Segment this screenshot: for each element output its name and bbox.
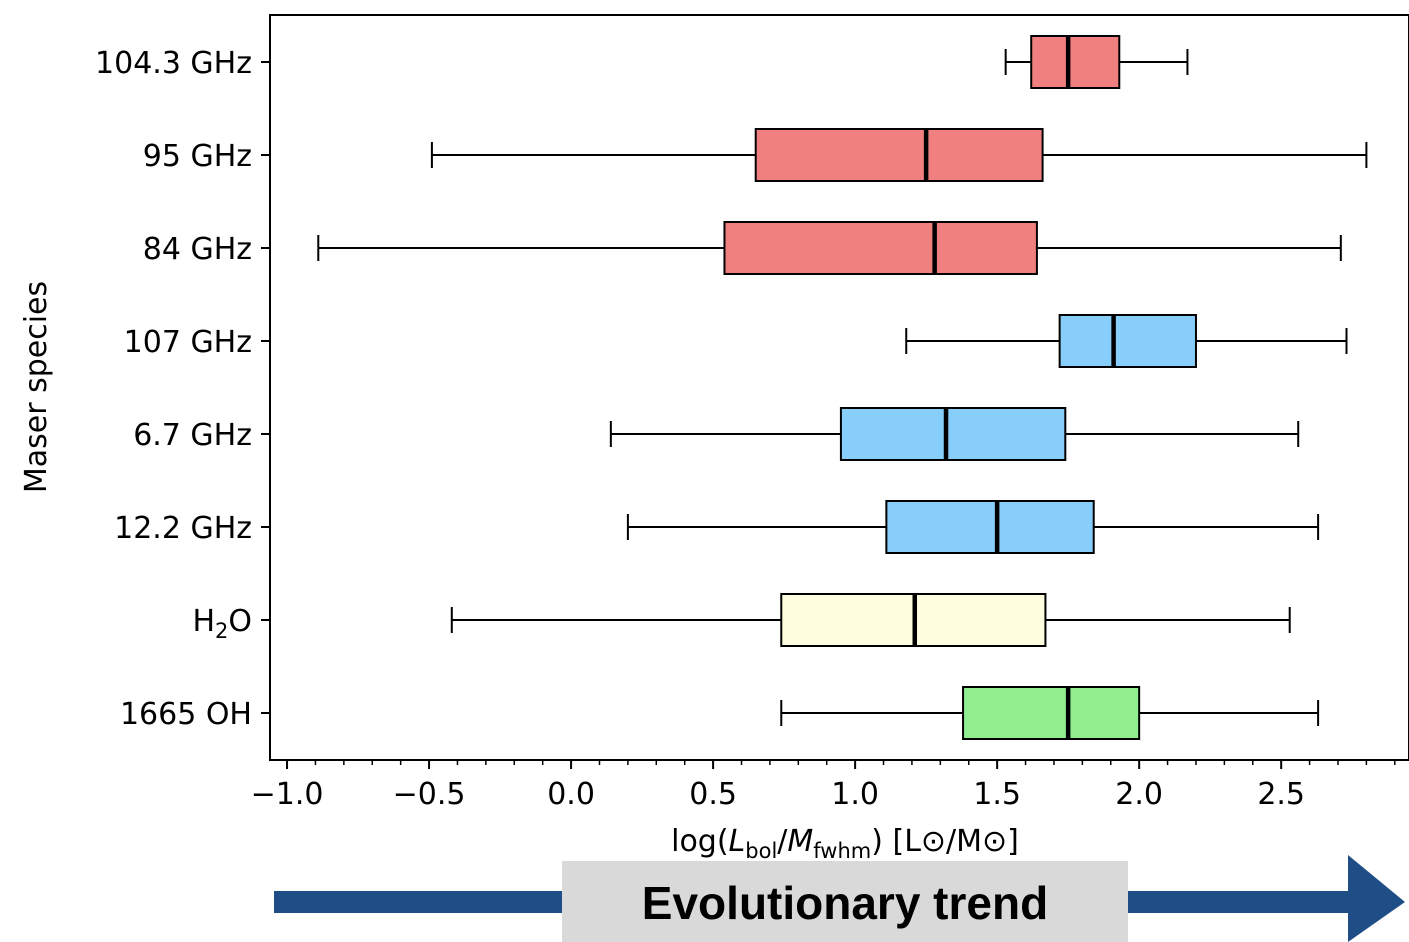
iqr-box [962, 686, 1141, 740]
x-axis-label: log(Lbol/Mfwhm) [L⊙/M⊙] [671, 824, 1019, 863]
plot-frame [269, 14, 1409, 761]
iqr-box [723, 221, 1038, 275]
x-tick-label: 2.0 [1115, 777, 1163, 812]
box-12-2-ghz [626, 500, 1320, 554]
trend-arrow-shaft-right [1124, 891, 1356, 913]
trend-label-box [562, 861, 1128, 942]
y-tick-label: 95 GHz [143, 139, 252, 174]
x-tick-label: 1.5 [973, 777, 1021, 812]
y-tick-label: 104.3 GHz [95, 46, 252, 81]
x-tick-label: 1.0 [831, 777, 879, 812]
box-104-3-ghz [1004, 35, 1189, 89]
iqr-box [885, 500, 1095, 554]
trend-arrow-shaft-left [274, 891, 566, 913]
box-6-7-ghz [609, 407, 1300, 461]
evolutionary-trend-annotation: Evolutionary trend [274, 855, 1405, 942]
y-tick-label: 107 GHz [124, 325, 252, 360]
box-h2o [450, 593, 1291, 647]
iqr-box [754, 128, 1044, 182]
iqr-box [1030, 35, 1121, 89]
y-tick-label: 84 GHz [143, 232, 252, 267]
y-axis: 104.3 GHz 95 GHz 84 GHz 107 GHz 6.7 GHz 12.2 … [95, 46, 270, 732]
x-tick-label: 0.0 [547, 777, 595, 812]
trend-label: Evolutionary trend [642, 877, 1048, 929]
x-tick-label: −1.0 [251, 777, 324, 812]
y-tick-label: 12.2 GHz [114, 511, 252, 546]
box-1665-oh [780, 686, 1320, 740]
box-107-ghz [905, 314, 1348, 368]
trend-arrowhead-icon [1348, 855, 1405, 942]
y-axis-label: Maser species [19, 281, 54, 493]
x-tick-label: −0.5 [393, 777, 466, 812]
plot-area [269, 14, 1409, 761]
y-tick-label: H2O [192, 604, 252, 643]
iqr-box [1058, 314, 1197, 368]
boxes-layer [317, 35, 1368, 740]
x-tick-label: 2.5 [1257, 777, 1305, 812]
y-tick-label: 1665 OH [120, 697, 252, 732]
y-tick-label: 6.7 GHz [133, 418, 252, 453]
x-tick-label: 0.5 [689, 777, 737, 812]
x-axis: −1.0 −0.5 0.0 0.5 1.0 1.5 2.0 2.5 [251, 760, 1396, 812]
iqr-box [839, 407, 1067, 461]
box-95-ghz [430, 128, 1368, 182]
box-84-ghz [317, 221, 1342, 275]
